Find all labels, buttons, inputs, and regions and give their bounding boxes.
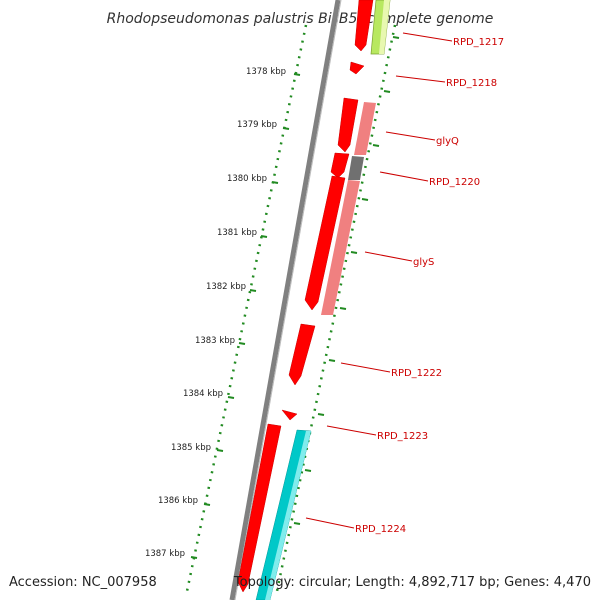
gene-label-glyq: glyQ (436, 136, 459, 147)
gene-label-rpd-1222: RPD_1222 (391, 368, 442, 379)
scale-label: 1378 kbp (246, 67, 286, 77)
scale-label: 1381 kbp (217, 228, 257, 238)
genome-title: Rhodopseudomonas palustris BisB5, comple… (107, 11, 494, 27)
gene-rpd-1217-outer-edge (379, 0, 390, 54)
inner-ruler (274, 24, 397, 597)
outer-genes (255, 0, 391, 600)
gene-glys-outer (321, 180, 360, 315)
scale-label: 1384 kbp (183, 389, 223, 399)
genome-backbone (229, 0, 342, 600)
outer-ruler-ticks (190, 73, 301, 559)
gene-glys-forward (304, 175, 346, 311)
inner-ruler-ticks (293, 36, 400, 525)
gene-rpd-1224-forward (237, 423, 282, 593)
gene-label-rpd-1224: RPD_1224 (355, 524, 406, 535)
gene-rpd-1220-outer (348, 156, 364, 180)
gene-rpd-1224-outer-highlight (265, 431, 311, 600)
gene-label-glys: glyS (413, 257, 434, 268)
gene-labels: RPD_1217 RPD_1218 glyQ RPD_1220 glyS RPD… (355, 37, 504, 535)
gene-label-rpd-1220: RPD_1220 (429, 177, 480, 188)
scale-label: 1380 kbp (227, 174, 267, 184)
gene-glyq-outer (354, 102, 376, 155)
scale-label: 1379 kbp (237, 120, 277, 130)
gene-label-rpd-1217: RPD_1217 (453, 37, 504, 48)
scale-label: 1387 kbp (145, 549, 185, 559)
gene-rpd-1220-forward (330, 152, 350, 179)
accession-text: Accession: NC_007958 (9, 575, 157, 590)
gene-rpd-1222-forward (288, 323, 316, 386)
scale-label: 1382 kbp (206, 282, 246, 292)
topology-text: Topology: circular; Length: 4,892,717 bp… (233, 575, 591, 590)
gene-rpd-1223-forward (281, 409, 298, 421)
gene-glyq-forward (337, 97, 359, 153)
label-leaders (305, 32, 453, 529)
outer-ruler (184, 24, 308, 597)
gene-label-rpd-1218: RPD_1218 (446, 78, 497, 89)
gene-rpd-1217-forward (354, 0, 374, 52)
gene-label-rpd-1223: RPD_1223 (377, 431, 428, 442)
scale-label: 1385 kbp (171, 443, 211, 453)
scale-labels: 1378 kbp 1379 kbp 1380 kbp 1381 kbp 1382… (145, 67, 286, 559)
gene-rpd-1218-forward (349, 61, 365, 75)
forward-genes (237, 0, 374, 593)
scale-label: 1386 kbp (158, 496, 198, 506)
scale-label: 1383 kbp (195, 336, 235, 346)
